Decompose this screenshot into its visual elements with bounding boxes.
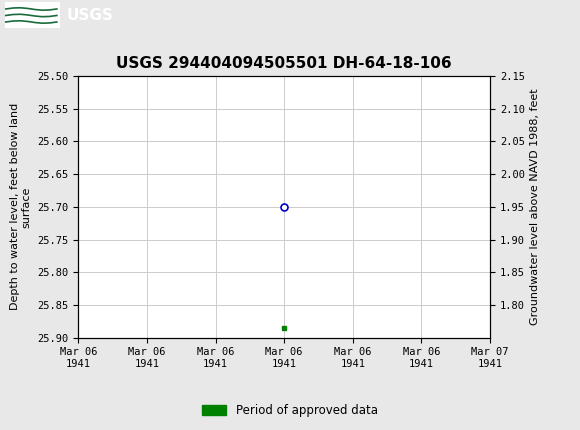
Y-axis label: Groundwater level above NAVD 1988, feet: Groundwater level above NAVD 1988, feet <box>530 89 541 325</box>
Text: USGS: USGS <box>67 8 114 23</box>
Legend: Period of approved data: Period of approved data <box>198 399 382 422</box>
Bar <box>5 3 60 28</box>
Y-axis label: Depth to water level, feet below land
surface: Depth to water level, feet below land su… <box>10 103 32 310</box>
Title: USGS 294404094505501 DH-64-18-106: USGS 294404094505501 DH-64-18-106 <box>117 56 452 71</box>
